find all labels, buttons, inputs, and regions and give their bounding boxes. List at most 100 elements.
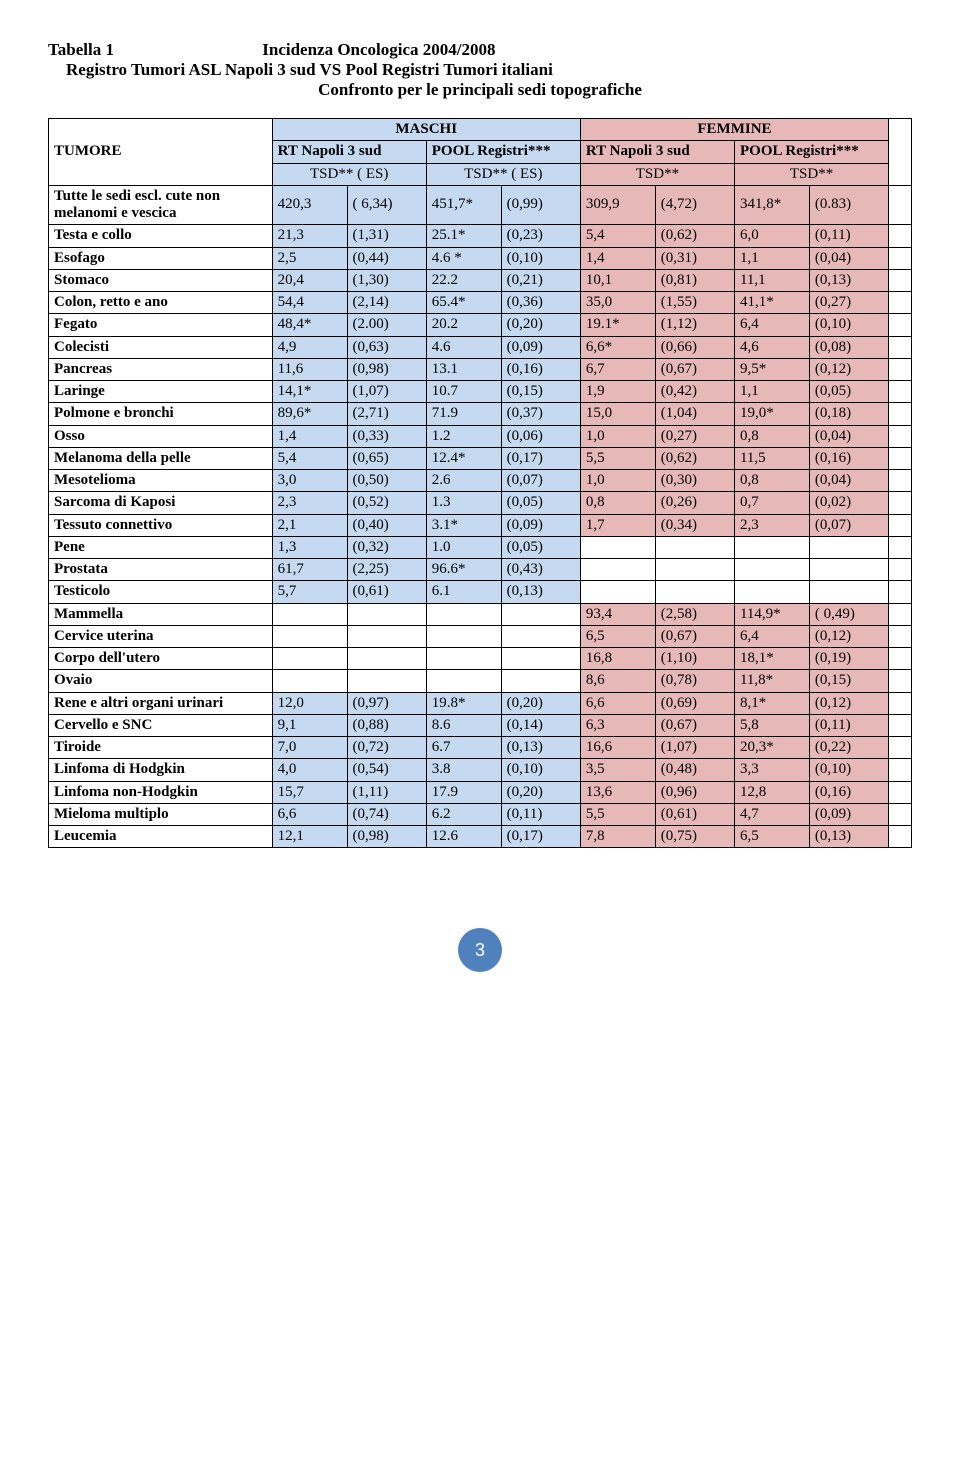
table-row: Corpo dell'utero16,8(1,10)18,1*(0,19) (49, 648, 912, 670)
cell-es: (0,02) (809, 492, 888, 514)
cell-es: (2,14) (347, 292, 426, 314)
table-row: Polmone e bronchi89,6*(2,71)71.9(0,37)15… (49, 403, 912, 425)
cell-value: 20,4 (272, 269, 347, 291)
row-label: Polmone e bronchi (49, 403, 273, 425)
cell-es: (0,98) (347, 826, 426, 848)
table-row: Rene e altri organi urinari12,0(0,97)19.… (49, 692, 912, 714)
cell-es: (0,11) (809, 714, 888, 736)
header-tsd-m1: TSD** ( ES) (272, 163, 426, 185)
cell-es: (0,72) (347, 737, 426, 759)
cell-es: (0,67) (655, 358, 734, 380)
cell-value: 7,0 (272, 737, 347, 759)
cell-value: 2,5 (272, 247, 347, 269)
cell-es: (0,99) (501, 185, 580, 225)
cell-es (809, 581, 888, 603)
table-row: Sarcoma di Kaposi2,3(0,52)1.3(0,05)0,8(0… (49, 492, 912, 514)
table-row: Tutte le sedi escl. cute non melanomi e … (49, 185, 912, 225)
cell-value: 10,1 (580, 269, 655, 291)
cell-es: (0,15) (809, 670, 888, 692)
cell-value: 5,8 (734, 714, 809, 736)
cell-es: (0,66) (655, 336, 734, 358)
cell-es: (0,19) (809, 648, 888, 670)
table-row: Stomaco20,4(1,30)22.2(0,21)10,1(0,81)11,… (49, 269, 912, 291)
cell-es: (0,50) (347, 470, 426, 492)
cell-value: 9,5* (734, 358, 809, 380)
cell-es: (0,13) (809, 826, 888, 848)
cell-value: 6,6* (580, 336, 655, 358)
trailing-cell (889, 648, 912, 670)
trailing-cell (889, 292, 912, 314)
cell-value: 11,5 (734, 447, 809, 469)
cell-value: 3,5 (580, 759, 655, 781)
cell-value (734, 559, 809, 581)
cell-value: 8.6 (426, 714, 501, 736)
cell-value: 10.7 (426, 381, 501, 403)
cell-value (272, 670, 347, 692)
cell-value (272, 648, 347, 670)
cell-value: 7,8 (580, 826, 655, 848)
cell-value (426, 648, 501, 670)
cell-value: 1,7 (580, 514, 655, 536)
table-row: Testicolo5,7(0,61)6.1(0,13) (49, 581, 912, 603)
cell-value: 41,1* (734, 292, 809, 314)
cell-es: (0,16) (809, 447, 888, 469)
cell-es: (0,98) (347, 358, 426, 380)
cell-es: (0,78) (655, 670, 734, 692)
row-label: Pancreas (49, 358, 273, 380)
table-row: Tiroide7,0(0,72)6.7(0,13)16,6(1,07)20,3*… (49, 737, 912, 759)
cell-es: (2,71) (347, 403, 426, 425)
cell-value (734, 581, 809, 603)
cell-value: 9,1 (272, 714, 347, 736)
trailing-cell (889, 247, 912, 269)
cell-es: (0,81) (655, 269, 734, 291)
cell-es (501, 603, 580, 625)
cell-es: (0,10) (501, 759, 580, 781)
cell-es: (1,04) (655, 403, 734, 425)
trailing-cell (889, 403, 912, 425)
cell-es: (0,54) (347, 759, 426, 781)
cell-es: (0,21) (501, 269, 580, 291)
header-m2: POOL Registri*** (426, 141, 580, 163)
cell-value: 21,3 (272, 225, 347, 247)
row-label: Laringe (49, 381, 273, 403)
cell-es: (0,22) (809, 737, 888, 759)
header-tsd-f1: TSD** (580, 163, 734, 185)
cell-value: 5,7 (272, 581, 347, 603)
table-row: Tessuto connettivo2,1(0,40)3.1*(0,09)1,7… (49, 514, 912, 536)
cell-value: 4,9 (272, 336, 347, 358)
cell-es: (0,61) (655, 803, 734, 825)
cell-value: 1,1 (734, 381, 809, 403)
cell-value: 1,4 (580, 247, 655, 269)
cell-value: 4,7 (734, 803, 809, 825)
table-row: Colecisti4,9(0,63)4.6(0,09)6,6*(0,66)4,6… (49, 336, 912, 358)
table-label: Tabella 1 (48, 40, 258, 60)
cell-value: 5,5 (580, 447, 655, 469)
cell-value: 309,9 (580, 185, 655, 225)
row-label: Mesotelioma (49, 470, 273, 492)
title-sub1: Registro Tumori ASL Napoli 3 sud VS Pool… (66, 60, 912, 80)
cell-es: (0,04) (809, 247, 888, 269)
cell-value: 15,7 (272, 781, 347, 803)
cell-value: 12.4* (426, 447, 501, 469)
cell-es: (0,11) (809, 225, 888, 247)
cell-value: 18,1* (734, 648, 809, 670)
cell-es: (0,32) (347, 536, 426, 558)
cell-value: 2,3 (272, 492, 347, 514)
cell-es: (0,36) (501, 292, 580, 314)
cell-value: 11,6 (272, 358, 347, 380)
trailing-cell (889, 314, 912, 336)
row-label: Ovaio (49, 670, 273, 692)
cell-es: (0,30) (655, 470, 734, 492)
cell-value: 6.7 (426, 737, 501, 759)
cell-value: 48,4* (272, 314, 347, 336)
trailing-cell (889, 225, 912, 247)
header-m1: RT Napoli 3 sud (272, 141, 426, 163)
cell-es: (0,74) (347, 803, 426, 825)
cell-es (655, 536, 734, 558)
cell-value: 6,5 (734, 826, 809, 848)
cell-es (347, 603, 426, 625)
cell-value: 0,8 (734, 470, 809, 492)
cell-es: (0,07) (809, 514, 888, 536)
row-label: Esofago (49, 247, 273, 269)
cell-value: 4,0 (272, 759, 347, 781)
